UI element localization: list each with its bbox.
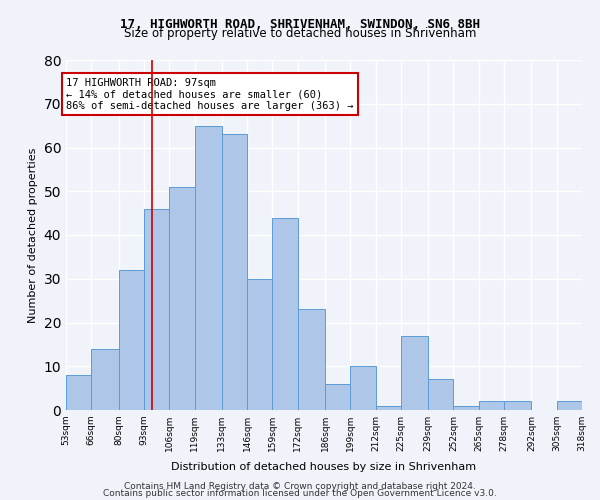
Text: Size of property relative to detached houses in Shrivenham: Size of property relative to detached ho… [124, 28, 476, 40]
Bar [298, 310, 325, 410]
Bar [144, 209, 169, 410]
Text: 17 HIGHWORTH ROAD: 97sqm
← 14% of detached houses are smaller (60)
86% of semi-d: 17 HIGHWORTH ROAD: 97sqm ← 14% of detach… [66, 78, 353, 110]
Bar [376, 406, 401, 410]
Bar [504, 401, 532, 410]
Bar [557, 401, 582, 410]
Bar [428, 380, 454, 410]
Bar [454, 406, 479, 410]
Bar [91, 349, 119, 410]
Text: 17, HIGHWORTH ROAD, SHRIVENHAM, SWINDON, SN6 8BH: 17, HIGHWORTH ROAD, SHRIVENHAM, SWINDON,… [120, 18, 480, 30]
Bar [272, 218, 298, 410]
Bar [325, 384, 350, 410]
Bar [169, 187, 194, 410]
X-axis label: Distribution of detached houses by size in Shrivenham: Distribution of detached houses by size … [172, 462, 476, 472]
Bar [350, 366, 376, 410]
Bar [194, 126, 222, 410]
Bar [479, 401, 504, 410]
Bar [222, 134, 247, 410]
Text: Contains HM Land Registry data © Crown copyright and database right 2024.: Contains HM Land Registry data © Crown c… [124, 482, 476, 491]
Bar [401, 336, 428, 410]
Y-axis label: Number of detached properties: Number of detached properties [28, 148, 38, 322]
Bar [247, 279, 272, 410]
Bar [119, 270, 144, 410]
Bar [66, 375, 91, 410]
Text: Contains public sector information licensed under the Open Government Licence v3: Contains public sector information licen… [103, 488, 497, 498]
